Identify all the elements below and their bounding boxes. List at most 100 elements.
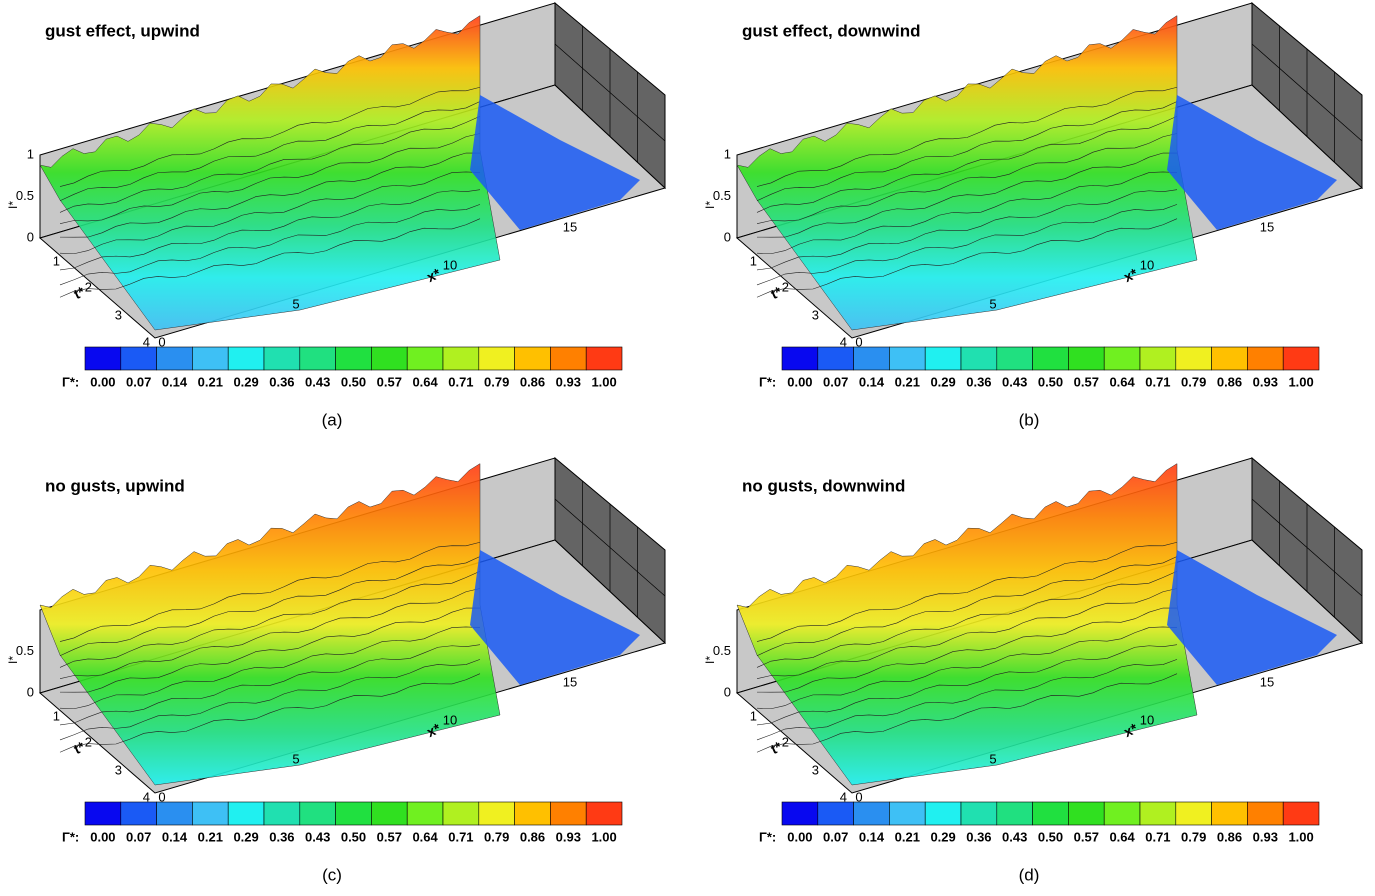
colorbar-level: 0.93 (556, 829, 581, 844)
colorbar-cell (300, 802, 336, 825)
colorbar-cell (192, 802, 228, 825)
colorbar-label: Γ*: (62, 829, 79, 844)
i-axis-label: I* (6, 656, 20, 664)
colorbar-level: 0.36 (269, 829, 294, 844)
colorbar-level: 0.00 (787, 829, 812, 844)
colorbar-cell (228, 802, 264, 825)
x-tick-label: 10 (443, 257, 457, 272)
colorbar-cell (1247, 347, 1283, 370)
t-tick-label: 2 (85, 279, 92, 294)
colorbar-level: 0.50 (341, 374, 366, 389)
colorbar-level: 0.00 (787, 374, 812, 389)
colorbar-level: 0.71 (448, 829, 473, 844)
i-axis-label: I* (6, 201, 20, 209)
colorbar-cell (782, 347, 818, 370)
x-tick-label: 5 (292, 751, 299, 766)
colorbar-cell (157, 347, 193, 370)
i-tick-label: 0.5 (713, 643, 731, 658)
colorbar-cell (1283, 347, 1319, 370)
colorbar-level: 0.86 (1217, 374, 1242, 389)
colorbar-level: 0.93 (556, 374, 581, 389)
colorbar-level: 0.93 (1253, 374, 1278, 389)
panel-title: gust effect, downwind (742, 21, 921, 40)
colorbar-level: 1.00 (591, 829, 616, 844)
x-tick-label: 5 (989, 751, 996, 766)
colorbar-cell (1212, 802, 1248, 825)
colorbar-cell (407, 347, 443, 370)
colorbar-level: 0.14 (162, 374, 188, 389)
colorbar-level: 0.79 (1181, 829, 1206, 844)
colorbar-level: 0.50 (341, 829, 366, 844)
colorbar-level: 1.00 (591, 374, 616, 389)
colorbar-cell (336, 802, 372, 825)
colorbar-cell (300, 347, 336, 370)
x-tick-label: 10 (1140, 712, 1154, 727)
colorbar-cell (550, 802, 586, 825)
colorbar-level: 0.50 (1038, 374, 1063, 389)
colorbar-cell (443, 802, 479, 825)
colorbar-cell (157, 802, 193, 825)
figure: gust effect, upwind(a)00.511234051015x*t… (0, 0, 1375, 891)
x-tick-label: 5 (989, 296, 996, 311)
colorbar-label: Γ*: (759, 374, 776, 389)
colorbar-cell (550, 347, 586, 370)
colorbar-level: 0.79 (1181, 374, 1206, 389)
colorbar-cell (1176, 802, 1212, 825)
colorbar-level: 0.86 (520, 829, 545, 844)
colorbar-level: 0.21 (198, 374, 223, 389)
colorbar-level: 0.64 (412, 829, 438, 844)
colorbar-cell (1140, 802, 1176, 825)
colorbar-level: 0.07 (823, 374, 848, 389)
i-tick-label: 0 (724, 684, 731, 699)
colorbar-level: 0.71 (1145, 829, 1170, 844)
i-tick-label: 1 (724, 146, 731, 161)
t-tick-label: 2 (782, 279, 789, 294)
colorbar-level: 0.07 (126, 829, 151, 844)
t-tick-label: 2 (85, 734, 92, 749)
i-axis-label: I* (703, 201, 717, 209)
t-tick-label: 2 (782, 734, 789, 749)
colorbar-cell (997, 347, 1033, 370)
x-tick-label: 10 (443, 712, 457, 727)
colorbar-level: 0.43 (1002, 374, 1027, 389)
colorbar-cell (782, 802, 818, 825)
colorbar-cell (997, 802, 1033, 825)
panel-caption: (b) (1019, 410, 1040, 429)
colorbar-level: 0.43 (305, 829, 330, 844)
colorbar-label: Γ*: (62, 374, 79, 389)
colorbar-cell (407, 802, 443, 825)
colorbar-cell (1140, 347, 1176, 370)
colorbar-cell (1068, 802, 1104, 825)
colorbar-cell (889, 347, 925, 370)
colorbar-cell (925, 347, 961, 370)
colorbar-level: 0.21 (895, 374, 920, 389)
colorbar-cell (264, 347, 300, 370)
colorbar-level: 0.57 (377, 374, 402, 389)
colorbar-cell (121, 347, 157, 370)
i-axis-label: I* (703, 656, 717, 664)
colorbar-cell (854, 347, 890, 370)
i-tick-label: 1 (27, 146, 34, 161)
colorbar-cell (371, 347, 407, 370)
colorbar-level: 0.86 (1217, 829, 1242, 844)
colorbar-level: 0.00 (90, 829, 115, 844)
colorbar-cell (85, 347, 121, 370)
colorbar-cell (961, 347, 997, 370)
colorbar-cell (228, 347, 264, 370)
x-tick-label: 15 (563, 219, 577, 234)
t-tick-label: 1 (53, 708, 60, 723)
colorbar-level: 0.57 (1074, 829, 1099, 844)
colorbar-level: 0.21 (198, 829, 223, 844)
panel-caption: (a) (322, 410, 343, 429)
colorbar-cell (1033, 347, 1069, 370)
colorbar-cell (1212, 347, 1248, 370)
colorbar-cell (1104, 347, 1140, 370)
colorbar-cell (586, 347, 622, 370)
colorbar-level: 0.29 (930, 829, 955, 844)
colorbar-level: 0.79 (484, 829, 509, 844)
colorbar-cell (1247, 802, 1283, 825)
i-tick-label: 0 (27, 229, 34, 244)
colorbar-cell (336, 347, 372, 370)
